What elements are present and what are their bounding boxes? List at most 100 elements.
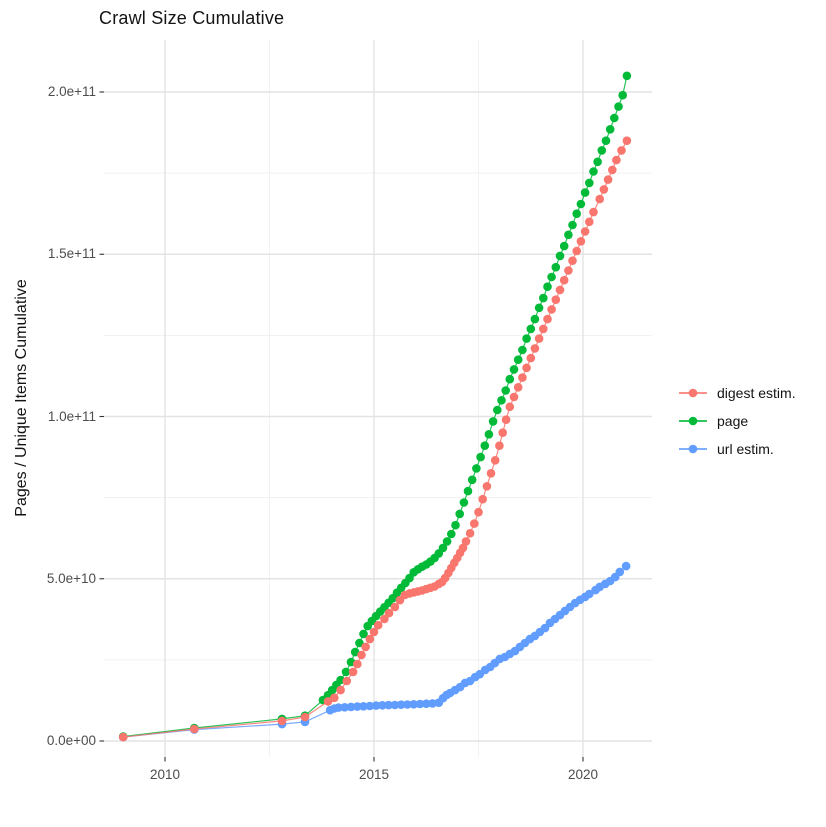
- data-point: [340, 703, 350, 712]
- data-point: [442, 537, 452, 546]
- data-point: [480, 441, 490, 451]
- data-point: [353, 659, 362, 669]
- data-point: [534, 334, 544, 343]
- chart-title: Crawl Size Cumulative: [99, 8, 285, 28]
- data-point: [380, 614, 389, 624]
- data-point: [365, 701, 375, 711]
- data-point: [501, 415, 511, 425]
- data-point: [470, 519, 479, 528]
- data-point: [555, 251, 565, 261]
- data-point: [463, 486, 473, 496]
- data-point: [403, 700, 412, 709]
- data-point: [572, 246, 581, 256]
- data-point: [482, 482, 492, 491]
- data-point: [409, 700, 419, 709]
- data-point: [486, 469, 496, 478]
- data-point: [467, 475, 477, 485]
- data-point: [458, 543, 468, 553]
- data-point: [585, 217, 594, 227]
- data-point: [605, 125, 615, 134]
- data-point: [564, 230, 573, 240]
- legend: digest estim. page url estim.: [678, 379, 796, 463]
- data-point: [530, 344, 540, 353]
- data-point: [342, 676, 352, 686]
- data-point: [622, 136, 632, 145]
- data-point: [576, 237, 586, 246]
- data-point: [530, 314, 540, 324]
- series-digest-estim: [118, 136, 632, 742]
- data-point: [465, 529, 475, 538]
- data-point: [447, 529, 456, 539]
- data-point: [428, 699, 437, 708]
- data-point: [369, 627, 379, 637]
- data-point: [490, 456, 500, 465]
- data-point: [576, 199, 586, 209]
- data-point: [118, 732, 128, 742]
- data-point: [603, 175, 613, 184]
- data-point: [615, 567, 625, 577]
- series-line-page: [123, 75, 628, 738]
- data-point: [346, 702, 356, 712]
- legend-label-url-estim: url estim.: [717, 441, 774, 457]
- data-point: [555, 285, 565, 295]
- data-point: [547, 272, 556, 282]
- y-tick-label-0.0e+00: 0.0e+00: [46, 733, 96, 748]
- data-point: [371, 701, 381, 710]
- data-point: [390, 700, 400, 710]
- data-point: [484, 430, 494, 439]
- data-point: [522, 363, 531, 373]
- data-point: [190, 724, 199, 734]
- data-point: [509, 392, 519, 402]
- data-point: [526, 324, 536, 334]
- data-point: [589, 167, 598, 176]
- data-point: [518, 345, 527, 355]
- data-point: [378, 701, 387, 710]
- legend-key-page-icon: [679, 416, 707, 426]
- data-point: [459, 498, 469, 507]
- data-point: [353, 702, 362, 711]
- data-point: [559, 275, 569, 285]
- data-point: [608, 165, 617, 175]
- data-point: [415, 699, 425, 709]
- data-point: [357, 650, 366, 660]
- data-point: [572, 209, 581, 218]
- gridlines-major: [104, 40, 652, 757]
- data-point: [384, 608, 394, 618]
- data-point: [355, 638, 364, 648]
- data-point: [547, 305, 556, 314]
- data-point: [422, 699, 431, 708]
- data-point: [472, 464, 481, 473]
- data-point: [323, 697, 333, 706]
- x-tick-label-2010: 2010: [149, 767, 181, 782]
- data-point: [474, 507, 483, 517]
- data-point: [390, 602, 400, 612]
- data-point: [610, 113, 619, 123]
- data-point: [505, 402, 515, 412]
- data-point: [559, 241, 569, 251]
- data-point: [614, 102, 623, 111]
- gridlines-minor: [104, 40, 652, 757]
- data-point: [300, 712, 310, 722]
- data-point: [451, 520, 460, 530]
- data-point: [612, 155, 621, 165]
- data-point: [498, 428, 508, 438]
- data-point: [495, 441, 504, 451]
- data-point: [373, 620, 383, 630]
- data-point: [539, 293, 548, 303]
- legend-label-page: page: [717, 413, 749, 429]
- data-point: [478, 494, 488, 504]
- data-point: [277, 716, 287, 726]
- data-point: [597, 146, 607, 155]
- data-point: [384, 700, 393, 710]
- data-point: [568, 220, 577, 230]
- data-point: [589, 207, 598, 217]
- y-tick-label-5.0e+10: 5.0e+10: [46, 570, 96, 586]
- data-point: [518, 373, 527, 382]
- data-point: [522, 334, 531, 343]
- data-point: [359, 702, 368, 711]
- series-page: [118, 71, 632, 741]
- data-point: [593, 157, 602, 167]
- data-point: [334, 703, 343, 712]
- data-point: [617, 146, 626, 155]
